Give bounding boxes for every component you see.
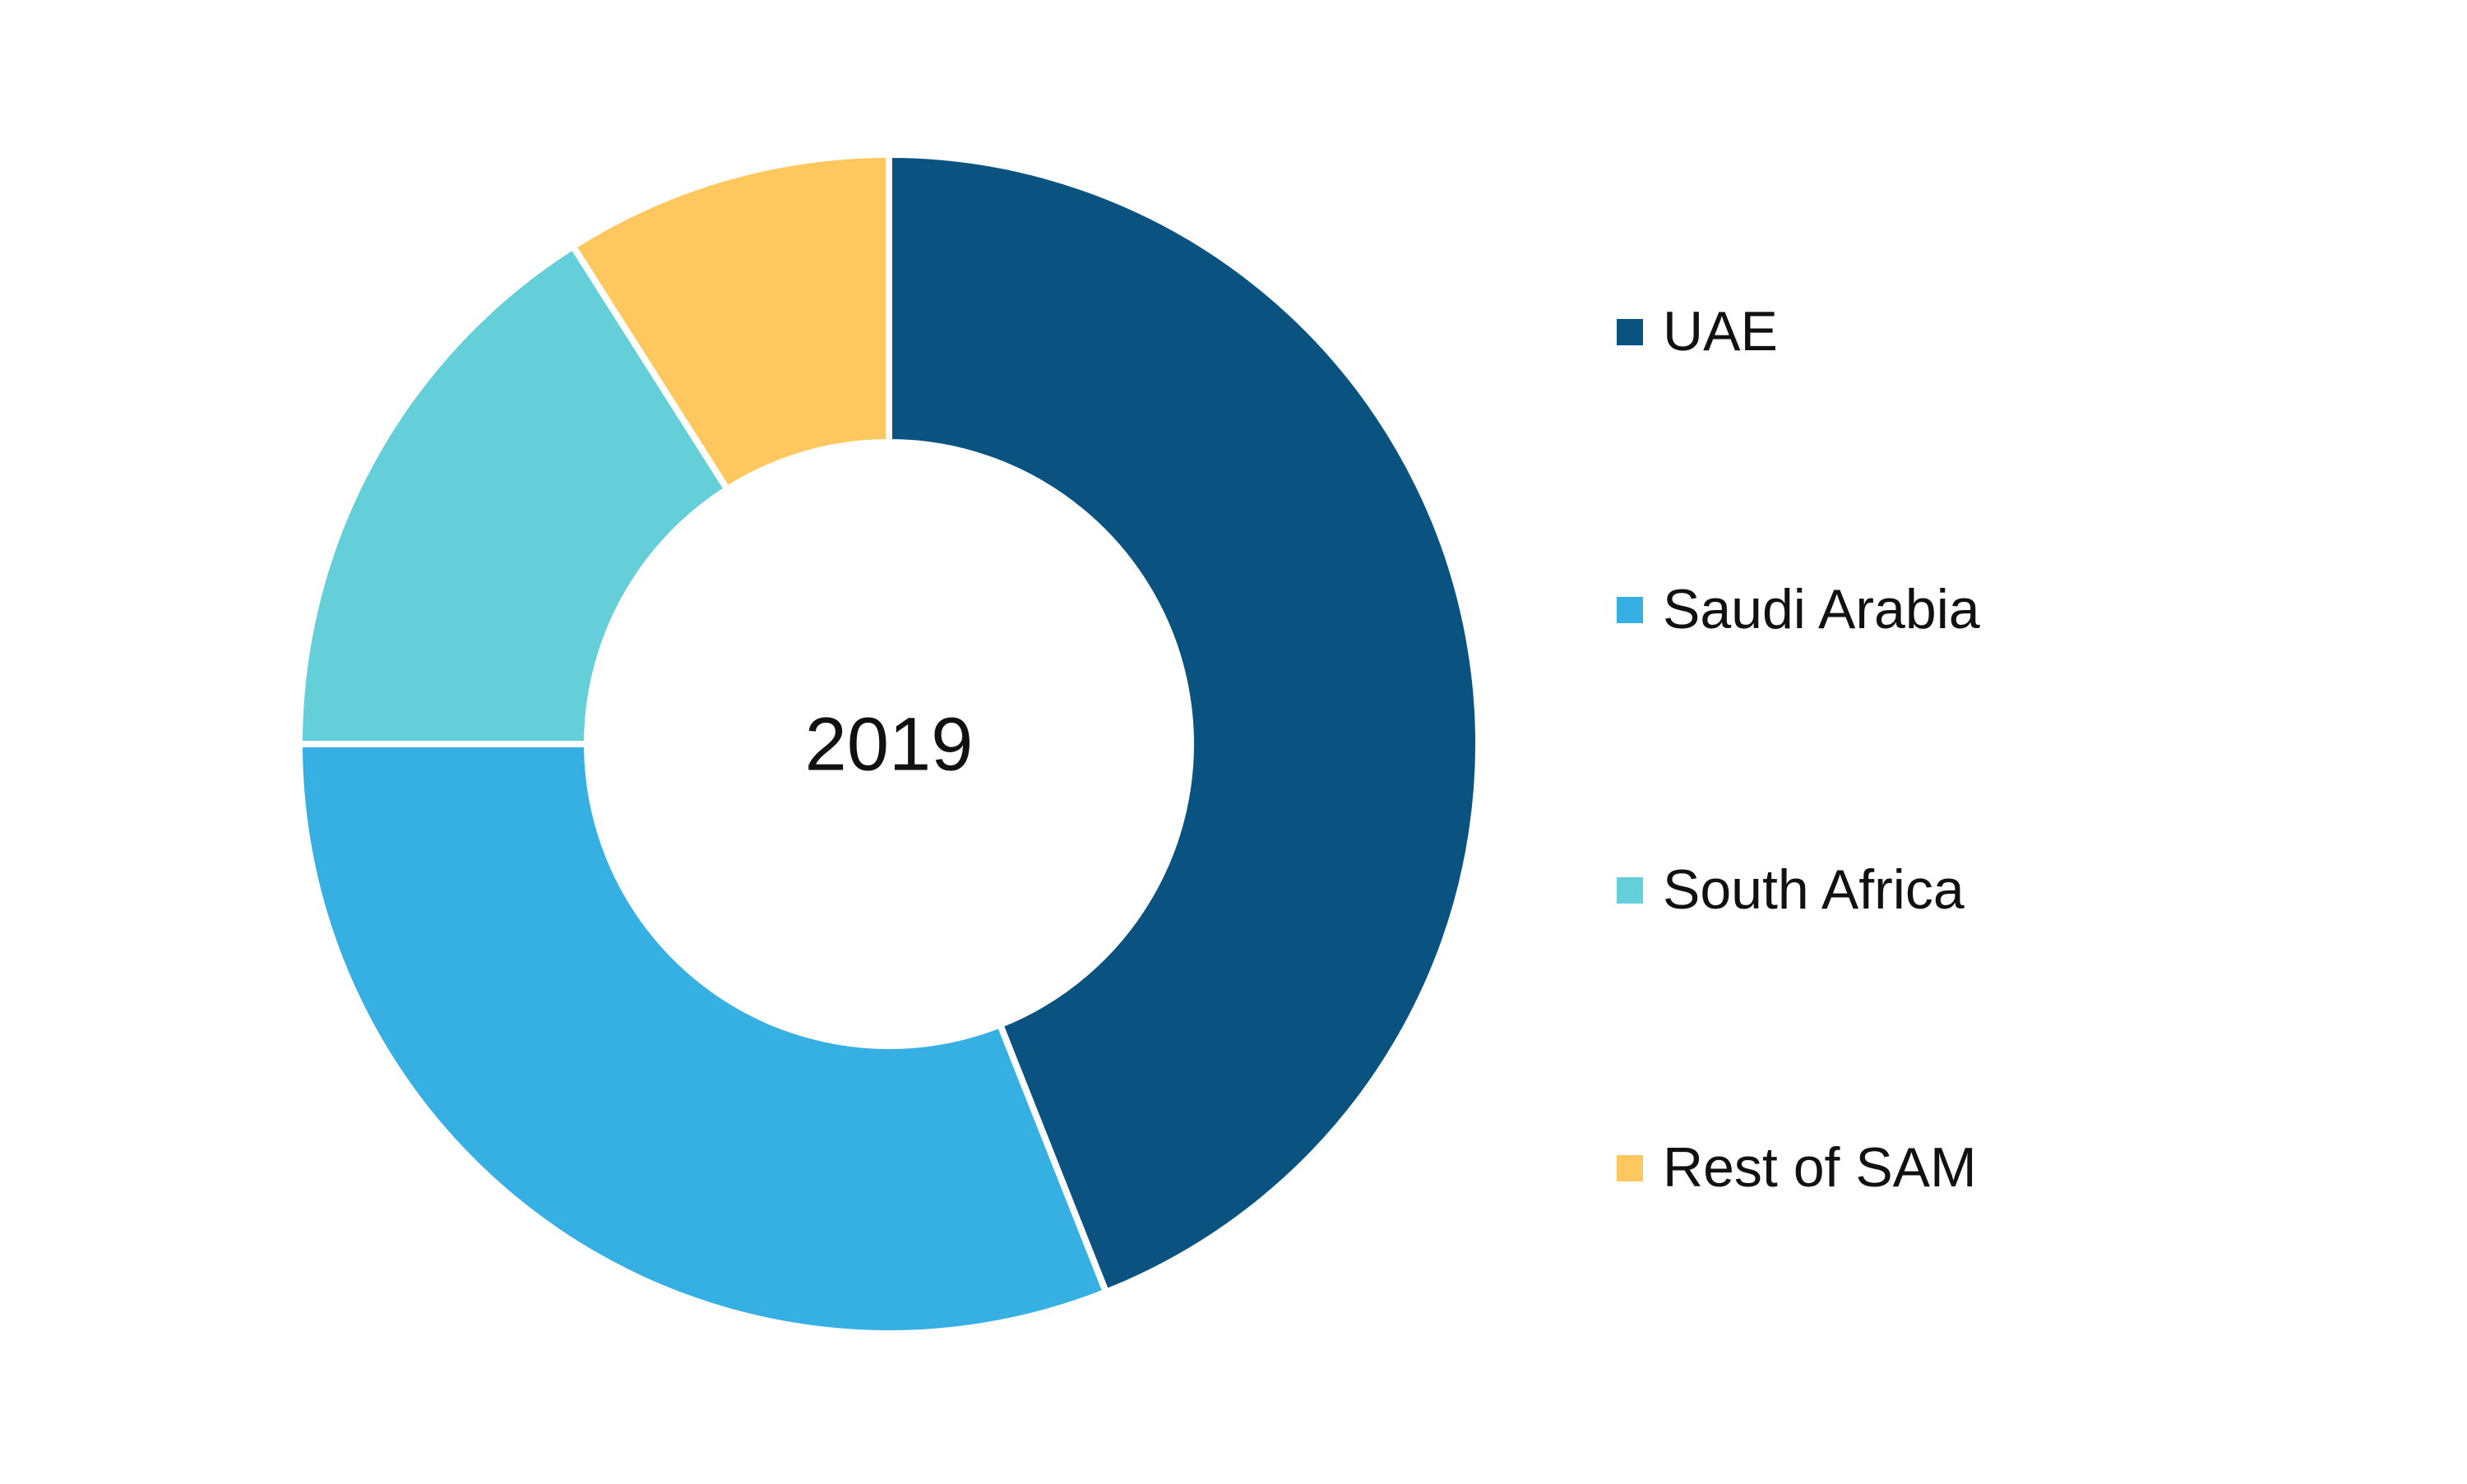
legend-label: UAE bbox=[1663, 300, 1778, 363]
donut-slice bbox=[568, 150, 892, 494]
donut-slice bbox=[886, 150, 1482, 1297]
legend-swatch bbox=[1617, 1155, 1643, 1181]
legend-label: Saudi Arabia bbox=[1663, 578, 1980, 640]
legend-swatch bbox=[1617, 877, 1643, 904]
center-label: 2019 bbox=[805, 702, 974, 786]
donut-slice bbox=[295, 741, 1111, 1337]
legend-swatch bbox=[1617, 597, 1643, 623]
donut-slice bbox=[295, 242, 732, 747]
legend-label: South Africa bbox=[1663, 858, 1965, 921]
donut bbox=[295, 150, 1482, 1337]
legend-swatch bbox=[1617, 319, 1643, 345]
legend-label: Rest of SAM bbox=[1663, 1136, 1977, 1199]
